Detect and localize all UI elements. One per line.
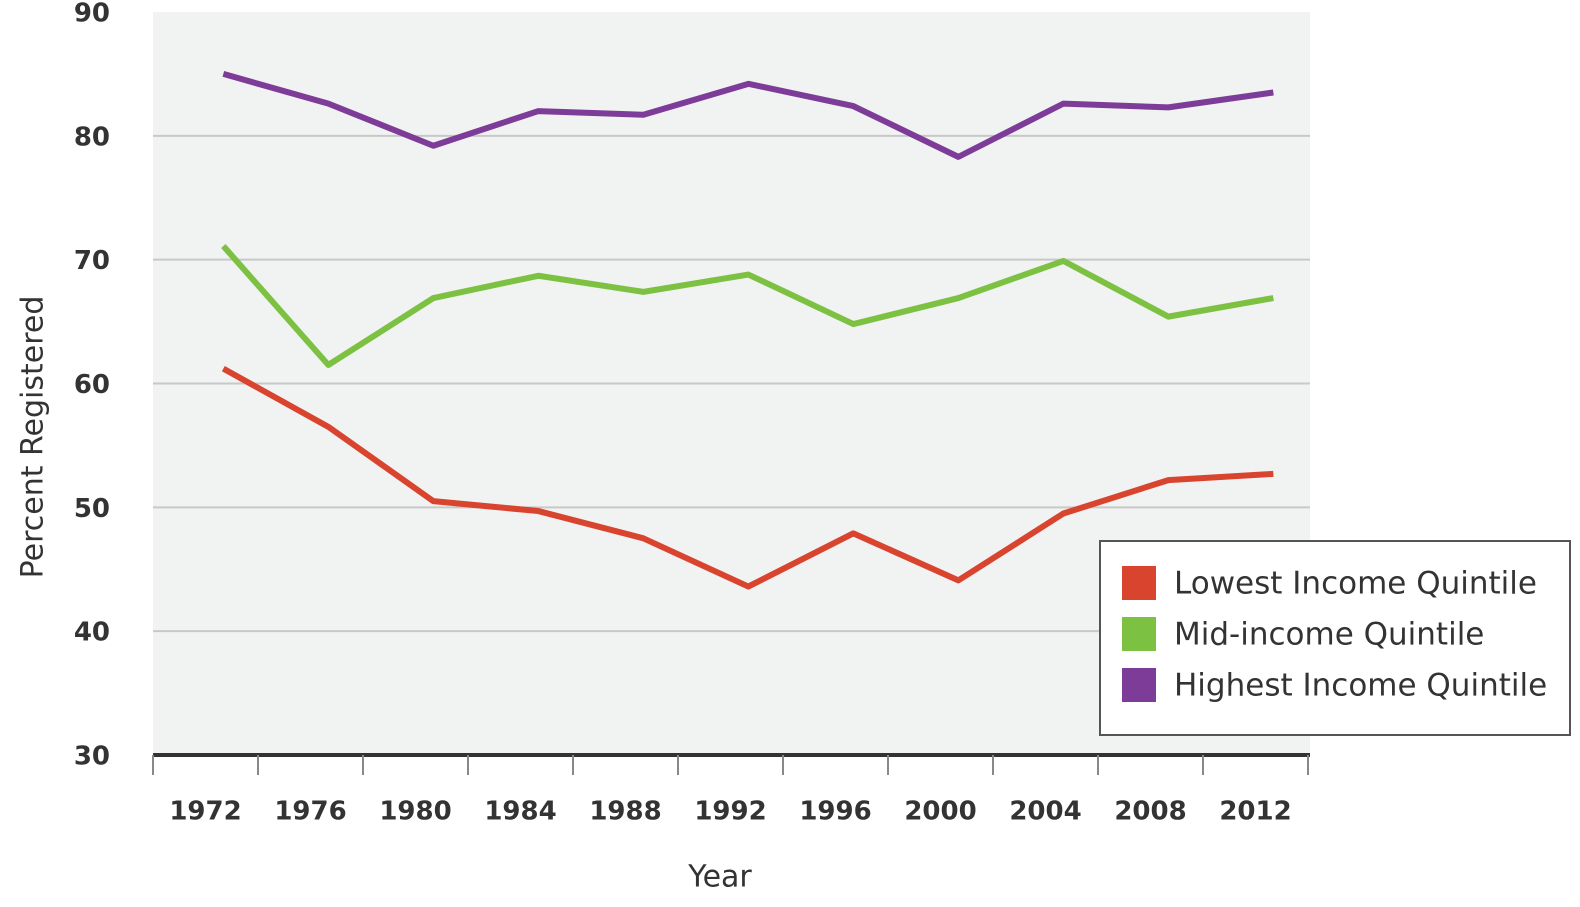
legend-label: Lowest Income Quintile <box>1174 566 1537 602</box>
y-tick-label: 60 <box>74 370 110 400</box>
x-axis-title: Year <box>687 860 752 895</box>
series-line <box>222 71 1274 160</box>
y-tick-label: 30 <box>74 742 110 772</box>
y-tick-label: 50 <box>74 494 110 524</box>
legend-box <box>1099 540 1571 736</box>
x-tick-label: 1984 <box>484 797 556 827</box>
y-axis-title: Percent Registered <box>16 296 51 579</box>
y-tick-label: 90 <box>74 0 110 29</box>
x-tick-label: 1972 <box>169 797 241 827</box>
legend-swatch <box>1122 566 1156 600</box>
legend-label: Mid-income Quintile <box>1174 617 1484 653</box>
x-tick-label: 1996 <box>799 797 871 827</box>
y-tick-label: 70 <box>74 246 110 276</box>
legend-label: Highest Income Quintile <box>1174 668 1547 704</box>
x-tick-label: 2008 <box>1114 797 1186 827</box>
legend-swatch <box>1122 617 1156 651</box>
x-tick-label: 2012 <box>1219 797 1291 827</box>
series-line <box>221 366 1274 590</box>
x-tick-label: 2000 <box>904 797 976 827</box>
x-tick-label: 1976 <box>274 797 346 827</box>
x-tick-label: 1988 <box>589 797 661 827</box>
x-tick-label: 2004 <box>1009 797 1081 827</box>
x-tick-label: 1980 <box>379 797 451 827</box>
legend-swatch <box>1122 668 1156 702</box>
y-tick-label: 80 <box>74 122 110 152</box>
series-line <box>221 244 1274 368</box>
y-tick-label: 40 <box>74 618 110 648</box>
x-tick-label: 1992 <box>694 797 766 827</box>
